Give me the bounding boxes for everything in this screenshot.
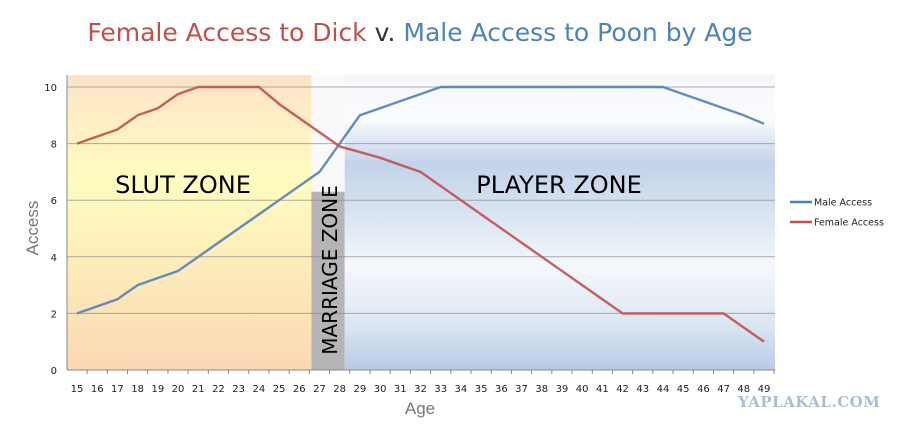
x-tick-label: 15 xyxy=(71,384,84,395)
x-tick-label: 46 xyxy=(697,384,710,395)
x-tick-label: 29 xyxy=(354,384,367,395)
x-tick-label: 37 xyxy=(515,384,528,395)
x-tick-label: 31 xyxy=(394,384,407,395)
x-tick-label: 21 xyxy=(192,384,205,395)
x-tick-label: 49 xyxy=(758,384,771,395)
x-tick-label: 45 xyxy=(677,384,690,395)
x-tick-label: 32 xyxy=(414,384,427,395)
player-zone-band xyxy=(344,75,775,370)
x-tick-label: 27 xyxy=(313,384,326,395)
legend-label: Male Access xyxy=(814,198,872,209)
title-male-part: Male Access to Poon by Age xyxy=(403,18,753,47)
x-tick-label: 36 xyxy=(495,384,508,395)
x-tick-label: 40 xyxy=(576,384,589,395)
x-tick-label: 20 xyxy=(172,384,185,395)
x-tick-label: 23 xyxy=(232,384,245,395)
x-tick-label: 41 xyxy=(596,384,609,395)
x-tick-label: 33 xyxy=(434,384,447,395)
x-tick-label: 25 xyxy=(273,384,286,395)
x-tick-label: 34 xyxy=(455,384,468,395)
x-tick-label: 42 xyxy=(616,384,629,395)
y-tick-label: 6 xyxy=(51,196,57,207)
chart-title: Female Access to Dick v. Male Access to … xyxy=(0,18,840,47)
y-tick-label: 4 xyxy=(51,253,57,264)
marriage-zone-label: MARRIAGE ZONE xyxy=(318,185,342,355)
x-tick-label: 28 xyxy=(333,384,346,395)
y-tick-label: 0 xyxy=(51,366,57,377)
x-axis-title: Age xyxy=(405,399,435,418)
x-tick-label: 30 xyxy=(374,384,387,395)
title-female-part: Female Access to Dick xyxy=(87,18,367,47)
x-tick-label: 48 xyxy=(737,384,750,395)
marriage-zone-band xyxy=(311,191,345,370)
x-tick-label: 43 xyxy=(636,384,649,395)
x-tick-label: 39 xyxy=(556,384,569,395)
y-tick-label: 10 xyxy=(44,83,57,94)
x-tick-label: 18 xyxy=(131,384,144,395)
y-axis-title: Access xyxy=(23,201,42,256)
player-zone-label: PLAYER ZONE xyxy=(476,171,642,199)
x-tick-label: 17 xyxy=(111,384,124,395)
x-tick-label: 19 xyxy=(151,384,164,395)
x-tick-label: 44 xyxy=(657,384,670,395)
x-tick-label: 24 xyxy=(252,384,265,395)
watermark: YAPLAKAL.COM xyxy=(738,393,881,411)
x-tick-label: 16 xyxy=(91,384,104,395)
y-tick-label: 2 xyxy=(51,309,57,320)
slut-zone-label: SLUT ZONE xyxy=(115,171,251,199)
x-tick-label: 38 xyxy=(535,384,548,395)
y-tick-label: 8 xyxy=(51,140,57,151)
legend-label: Female Access xyxy=(814,218,884,229)
slut-zone-band xyxy=(67,75,312,370)
x-tick-label: 22 xyxy=(212,384,225,395)
title-separator: v. xyxy=(374,18,396,47)
x-tick-label: 35 xyxy=(475,384,488,395)
x-tick-label: 26 xyxy=(293,384,306,395)
x-tick-label: 47 xyxy=(717,384,730,395)
